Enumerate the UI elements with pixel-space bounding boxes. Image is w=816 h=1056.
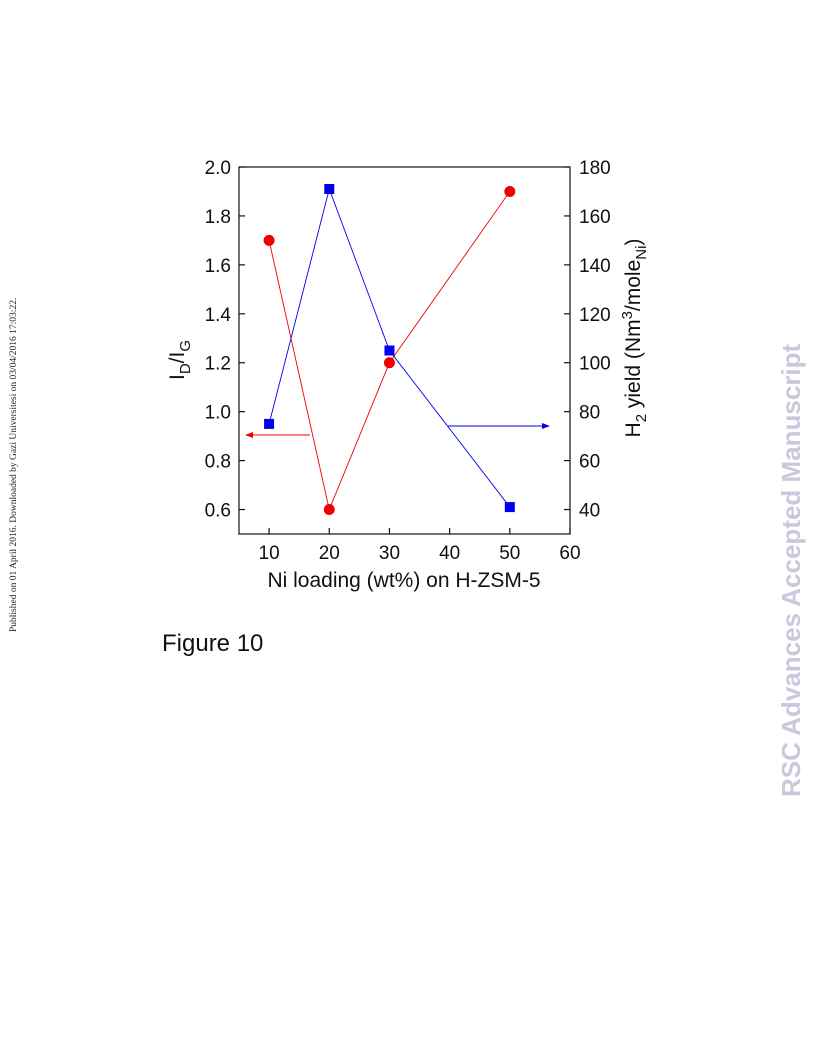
y-right-axis-title: H2 yield (Nm3/moleNi) <box>619 239 650 438</box>
y-left-tick-label: 1.4 <box>205 305 232 326</box>
data-point-square <box>504 502 515 513</box>
y-right-tick-label: 80 <box>579 403 600 424</box>
y-left-tick-label: 1.6 <box>205 256 231 277</box>
plot-frame-rect <box>238 166 571 535</box>
x-tick-labels: 10 20 30 40 50 60 <box>259 543 581 564</box>
y-right-tick-label: 60 <box>579 452 600 473</box>
x-tick-label: 40 <box>439 543 460 564</box>
data-point-circle <box>383 357 395 369</box>
data-point-circle <box>504 185 516 197</box>
figure-caption: Figure 10 <box>162 630 264 657</box>
data-point-square <box>324 184 335 195</box>
axis-ticks <box>239 166 571 534</box>
axis-arrows <box>245 423 550 438</box>
y-left-tick-label: 1.8 <box>205 207 231 228</box>
data-point-square <box>264 418 275 429</box>
series-line-right <box>268 187 511 508</box>
x-tick-label: 20 <box>319 543 340 564</box>
y-right-title-sub-2: 2 <box>633 414 650 422</box>
y-left-title-slash: /I <box>166 352 189 364</box>
right-axis-arrow-head <box>542 423 550 429</box>
y-right-tick-label: 40 <box>579 501 600 522</box>
y-left-tick-label: 1.0 <box>205 403 231 424</box>
y-left-tick-label: 0.6 <box>205 501 231 522</box>
y-left-title-sub-d: D <box>177 363 194 374</box>
y-right-tick-label: 100 <box>579 354 611 375</box>
y-left-tick-label: 1.2 <box>205 354 231 375</box>
left-axis-arrow-head <box>245 432 253 438</box>
y-left-title-i: I <box>166 374 189 380</box>
journal-watermark: RSC Advances Accepted Manuscript <box>776 343 806 797</box>
x-tick-label: 60 <box>559 543 580 564</box>
y-right-title-yield: yield (Nm <box>622 319 645 414</box>
y-left-axis-title: ID/IG <box>166 340 194 380</box>
y-right-tick-label: 140 <box>579 256 611 277</box>
y-right-tick-label: 180 <box>579 158 611 179</box>
y-right-tick-label: 120 <box>579 305 611 326</box>
side-note-text: Published on 01 April 2016. Downloaded b… <box>9 298 19 632</box>
y-left-tick-labels: 0.6 0.8 1.0 1.2 1.4 1.6 1.8 2.0 <box>205 158 232 522</box>
y-right-title-sub-ni: Ni <box>633 246 650 260</box>
data-point-square <box>384 345 395 356</box>
y-right-tick-label: 160 <box>579 207 611 228</box>
series-layer <box>263 184 516 516</box>
y-right-title-h: H <box>622 422 645 437</box>
y-right-title-close: ) <box>622 239 645 246</box>
y-left-tick-label: 2.0 <box>205 158 231 179</box>
y-right-title-sup-3: 3 <box>619 311 636 319</box>
x-tick-label: 10 <box>259 543 280 564</box>
x-tick-label: 30 <box>379 543 400 564</box>
data-point-circle <box>323 504 335 516</box>
y-right-tick-labels: 40 60 80 100 120 140 160 180 <box>579 158 611 522</box>
x-tick-label: 50 <box>499 543 520 564</box>
y-left-tick-label: 0.8 <box>205 452 231 473</box>
y-left-title-sub-g: G <box>177 340 194 352</box>
data-point-circle <box>263 234 275 246</box>
x-axis-title: Ni loading (wt%) on H-ZSM-5 <box>267 569 540 592</box>
series-line-left <box>268 191 511 512</box>
side-note: Published on 01 April 2016. Downloaded b… <box>9 298 19 632</box>
journal-watermark-text: RSC Advances Accepted Manuscript <box>776 343 806 797</box>
plot-frame <box>238 166 571 535</box>
y-right-title-mole: /mole <box>622 260 645 311</box>
